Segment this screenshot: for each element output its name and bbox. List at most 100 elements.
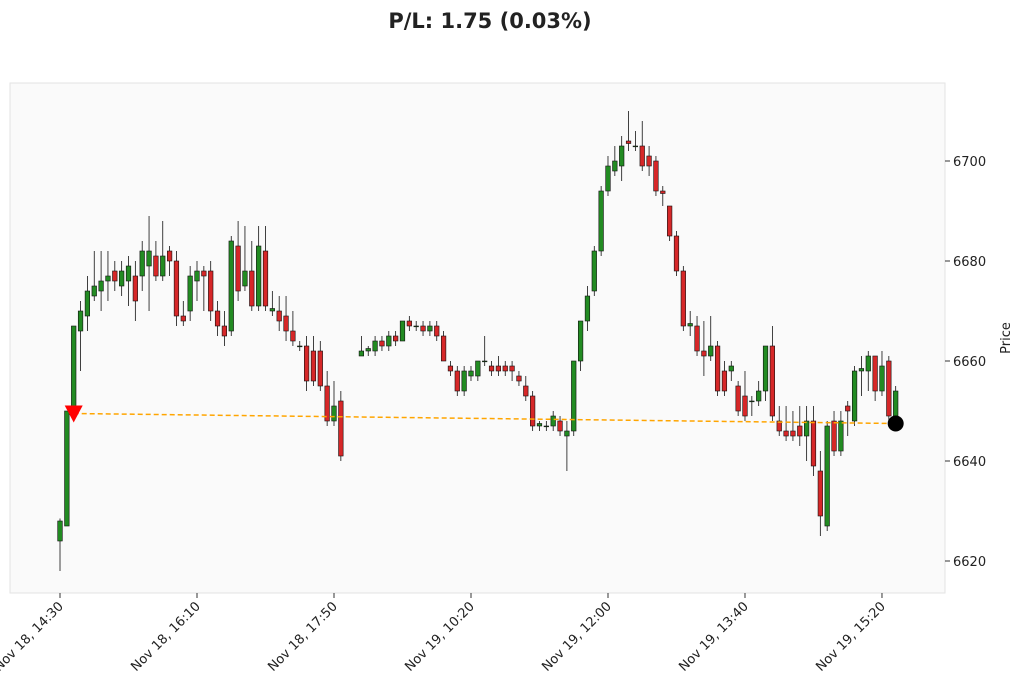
candle-body (386, 335, 392, 347)
candle-body (536, 423, 543, 427)
candle-body (735, 385, 741, 412)
candle-body (872, 355, 878, 392)
candle-body (221, 325, 227, 337)
candle-body (550, 415, 556, 427)
candle-body (64, 410, 70, 527)
chart-title: P/L: 1.75 (0.03%) (388, 9, 591, 33)
candle-body (804, 420, 810, 437)
trade-line (73, 412, 896, 425)
candle-body (214, 310, 221, 327)
candle-body (290, 330, 296, 342)
y-tick-label: 6620 (953, 555, 986, 570)
candle-body (187, 275, 193, 312)
candle-body (317, 350, 323, 387)
candle-body (810, 420, 817, 467)
candle-body (365, 348, 371, 352)
candle-body (167, 250, 173, 262)
candle-body (619, 145, 625, 167)
candle-body (714, 345, 721, 392)
candle-body (338, 400, 344, 457)
x-tick-label: Nov 19, 10:20 (402, 599, 478, 675)
candle-body (523, 385, 529, 397)
candle-body (413, 325, 419, 328)
candle-body (749, 400, 755, 403)
candle-body (653, 160, 659, 192)
candle-body (790, 430, 796, 437)
candle-body (297, 345, 303, 348)
candle-body (201, 270, 207, 277)
candle-body (324, 385, 330, 422)
candle-body (660, 190, 666, 194)
candle-body (865, 355, 871, 372)
candle-body (488, 365, 495, 372)
candle-body (139, 250, 145, 277)
y-tick-label: 6660 (953, 355, 986, 370)
candle-body (543, 425, 549, 428)
candle-body (112, 270, 118, 282)
candle-body (701, 350, 707, 357)
y-axis-label: Price (999, 322, 1014, 354)
candle-body (557, 420, 563, 432)
candle-body (358, 350, 364, 357)
x-tick-label: Nov 18, 16:10 (128, 599, 204, 675)
candle-body (769, 345, 775, 417)
candle-body (249, 270, 255, 307)
x-tick-label: Nov 19, 12:00 (539, 599, 615, 675)
candle-body (708, 345, 714, 357)
candle-body (276, 310, 282, 322)
candle-body (495, 365, 501, 372)
candle-body (584, 295, 591, 322)
candle-body (605, 165, 611, 192)
candle-body (516, 375, 522, 382)
candle-body (879, 365, 885, 392)
candle-body (173, 260, 180, 317)
candle-body (468, 370, 474, 377)
candle-body (57, 520, 63, 542)
candle-body (817, 470, 823, 517)
candle-body (728, 365, 734, 372)
candle-body (310, 350, 317, 382)
x-tick-label: Nov 19, 15:20 (813, 599, 889, 675)
candle-body (886, 360, 892, 417)
candle-body (858, 368, 865, 372)
candle-body (194, 270, 200, 282)
candle-body (667, 205, 673, 237)
candle-body (721, 370, 728, 392)
candle-body (208, 270, 214, 312)
candle-body (399, 320, 406, 342)
candle-body (742, 395, 748, 417)
candle-body (776, 420, 782, 432)
candle-body (454, 370, 460, 392)
candle-body (502, 365, 508, 372)
candle-body (612, 160, 618, 172)
candle-body (680, 270, 686, 327)
candle-body (646, 155, 652, 167)
candle-body (420, 325, 426, 332)
candle-body (756, 390, 762, 402)
entry-marker (64, 405, 83, 423)
candle-body (146, 250, 152, 267)
candle-body (153, 255, 159, 277)
candle-body (71, 325, 77, 412)
candle-body (427, 325, 433, 332)
candle-body (461, 370, 467, 392)
candle-body (91, 285, 97, 297)
candle-body (797, 425, 803, 437)
candle-body (509, 365, 515, 372)
candle-body (440, 335, 447, 362)
candle-body (824, 425, 830, 527)
candle-body (303, 345, 310, 382)
candle-body (687, 323, 693, 327)
candle-body (180, 315, 186, 322)
candle-body (160, 255, 166, 277)
candle-body (105, 275, 111, 282)
candle-body (831, 420, 837, 452)
candle-body (393, 335, 399, 342)
candle-body (632, 145, 638, 148)
candle-body (77, 310, 84, 332)
candle-body (119, 270, 125, 287)
exit-marker (887, 415, 904, 432)
candle-body (283, 315, 289, 332)
candle-body (84, 290, 91, 317)
